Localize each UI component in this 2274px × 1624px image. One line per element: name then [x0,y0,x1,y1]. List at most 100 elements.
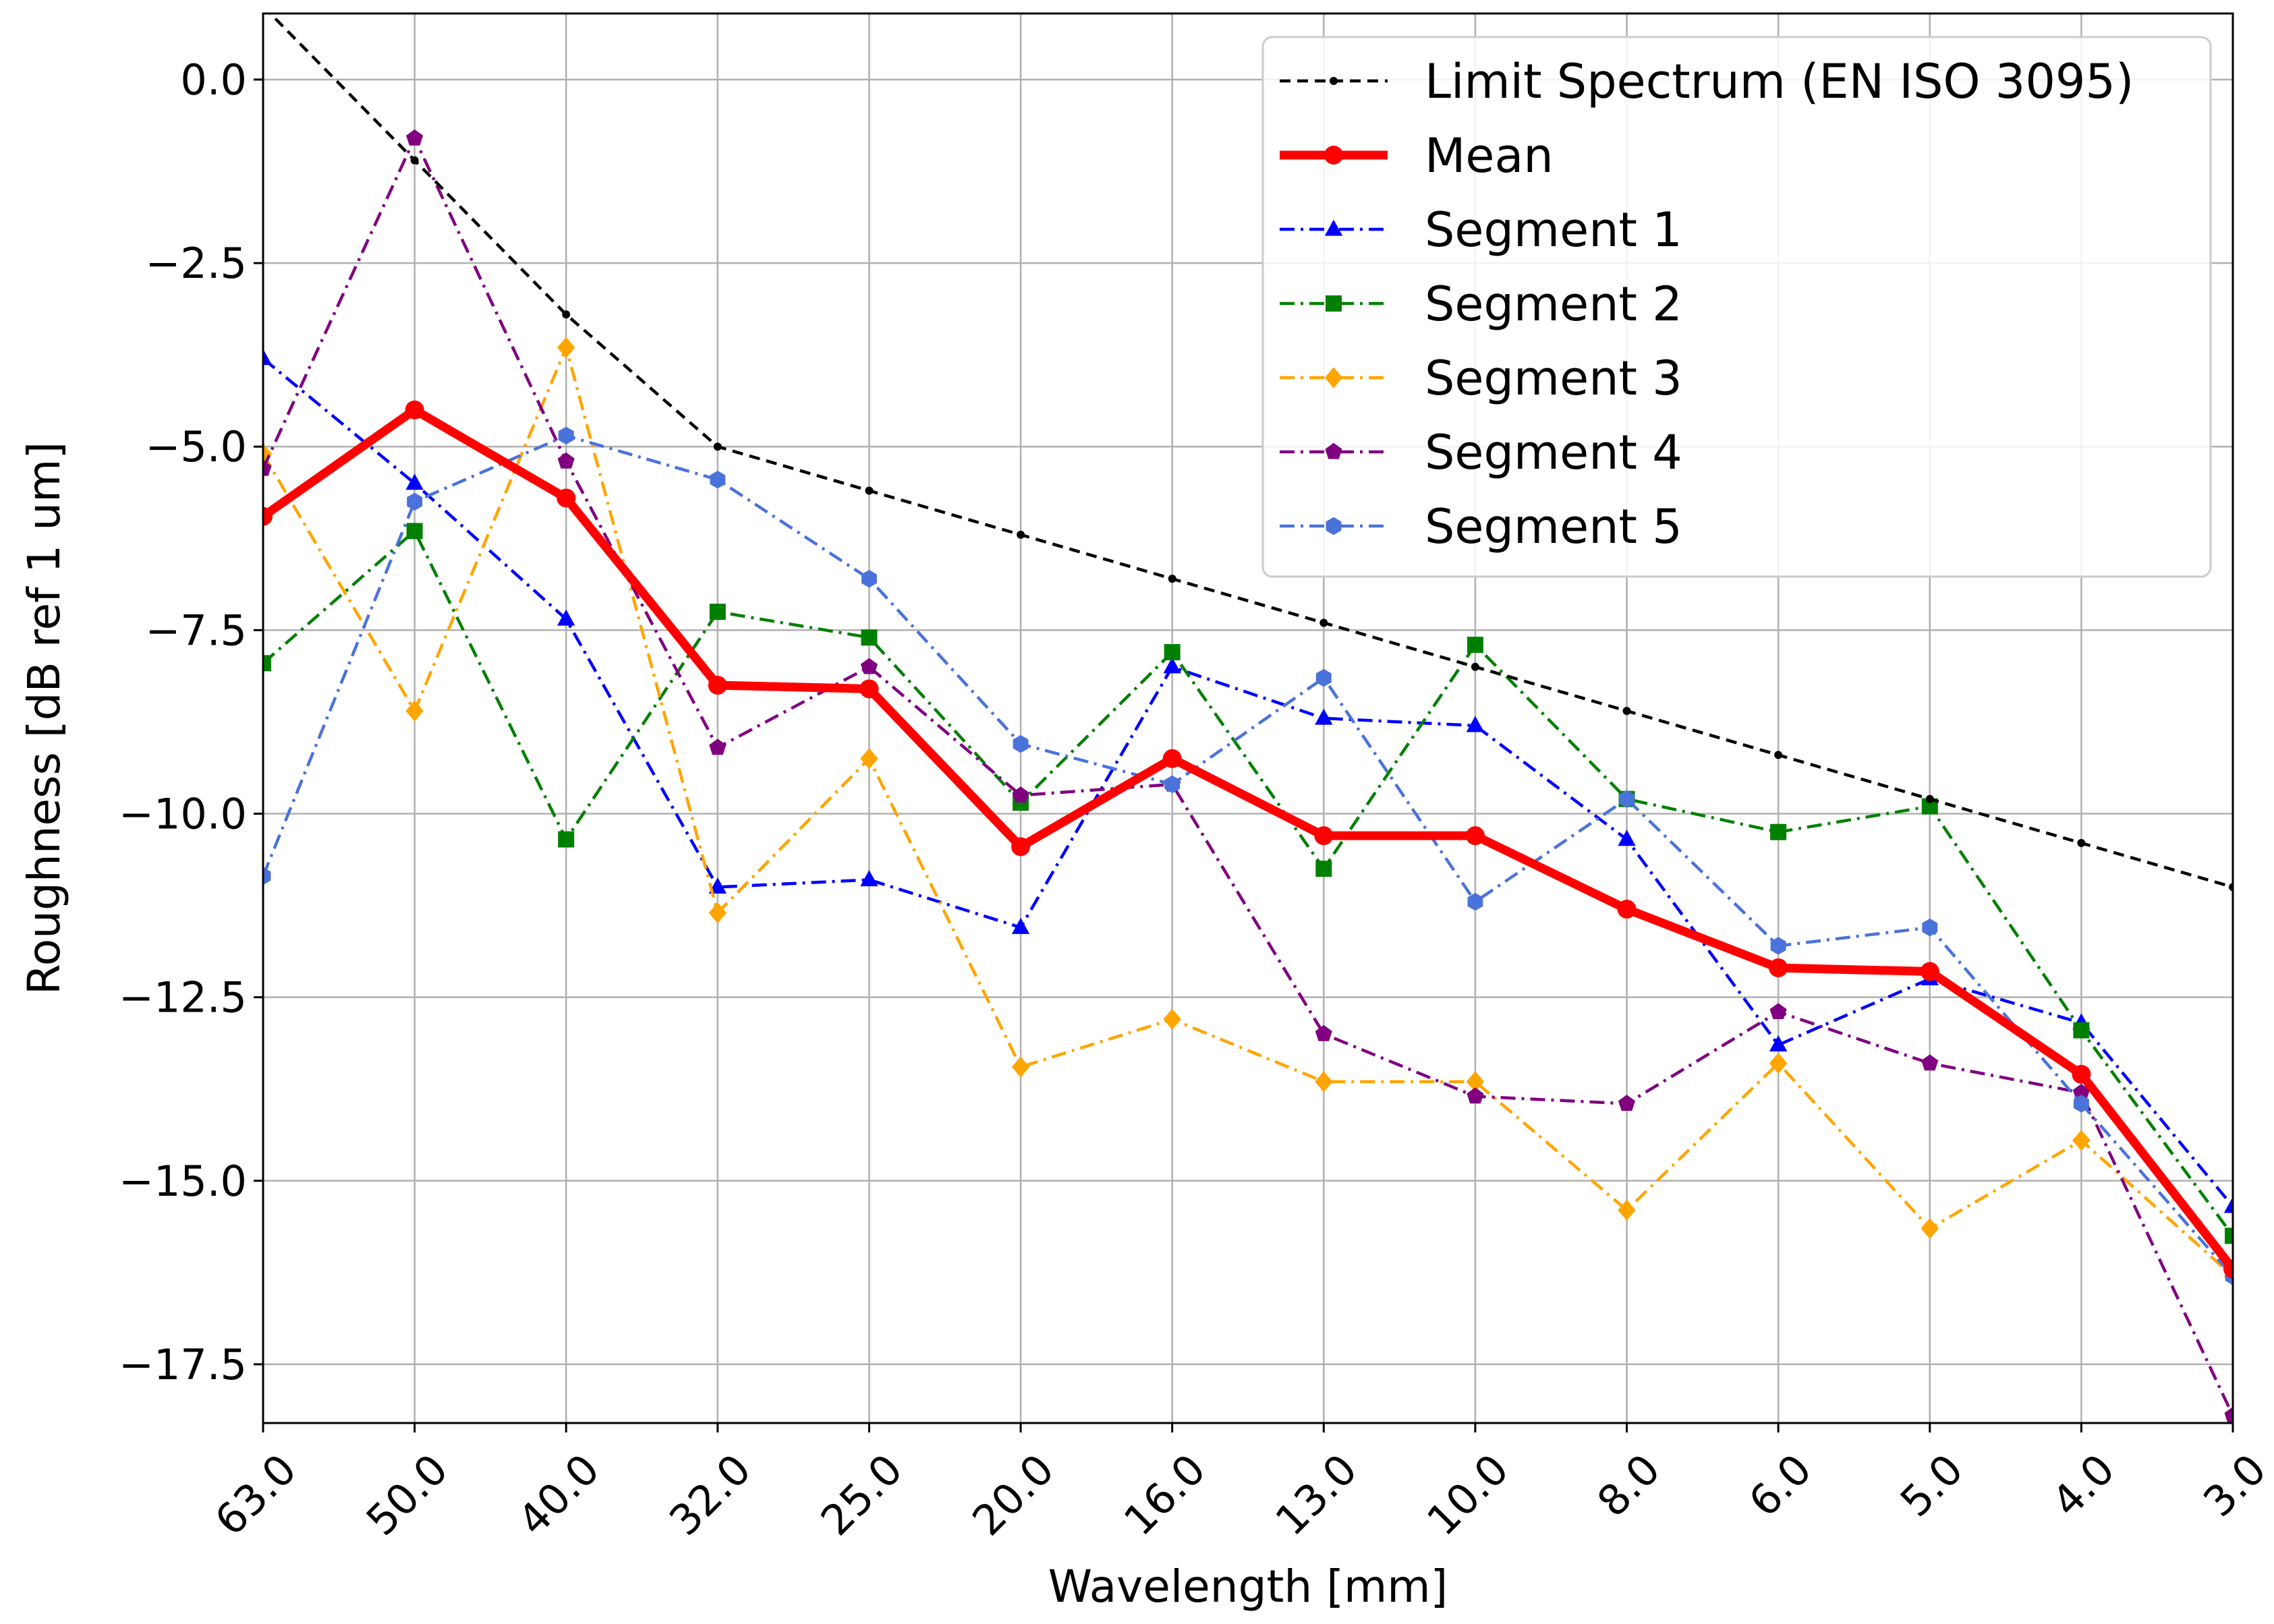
legend-label: Segment 3 [1425,351,1682,406]
data-point-marker [1465,826,1485,846]
data-point-marker [1011,917,1030,934]
data-point-marker [1618,1199,1636,1221]
data-point-marker [263,867,271,886]
series-line [263,357,2233,1208]
data-point-marker [859,679,879,699]
legend-label: Segment 5 [1425,499,1682,554]
data-point-marker [263,655,271,672]
y-tick-label: −10.0 [119,790,247,839]
data-point-marker [860,658,878,674]
series-layer [263,13,2233,1423]
data-point-marker [1315,1024,1332,1041]
data-point-marker [1319,618,1328,627]
data-point-marker [557,337,575,358]
data-point-marker [1164,775,1181,794]
data-point-marker [1770,937,1786,955]
plot-frame [262,12,2234,1424]
data-point-marker [708,676,727,695]
series-line [263,136,2233,1417]
data-point-marker [558,831,575,848]
data-point-marker [406,129,424,146]
y-tick-label: −17.5 [119,1340,247,1389]
data-point-marker [2224,1406,2233,1423]
y-tick-label: −2.5 [145,239,247,288]
data-point-marker [1618,830,1636,846]
legend-entry: Segment 2 [1280,277,1682,332]
series-line [263,405,2233,1272]
series-line [268,13,2233,889]
series-segment-1 [263,349,2233,1213]
data-point-marker [1769,1053,1788,1074]
data-point-marker [1471,662,1479,671]
data-point-marker [1163,657,1181,674]
data-point-marker [1164,644,1181,661]
data-point-marker [405,473,424,490]
y-tick-label: −7.5 [145,606,247,655]
data-point-marker [1467,1087,1484,1104]
data-point-marker [1467,637,1483,654]
data-point-marker [860,870,878,887]
legend-entry: Segment 3 [1280,351,1682,406]
data-point-marker [406,523,423,540]
data-point-marker [2077,839,2086,848]
data-point-marker [2223,1196,2233,1213]
data-point-marker [713,442,722,451]
legend-label: Limit Spectrum (EN ISO 3095) [1425,54,2134,109]
series-mean [263,400,2233,1279]
data-point-marker [1012,786,1029,803]
legend-entry: Segment 4 [1280,425,1682,480]
data-point-marker [1466,1071,1485,1093]
legend-entry: Mean [1280,128,1554,183]
data-point-marker [1925,794,1934,803]
data-point-marker [2073,1022,2090,1039]
y-tick-label: −12.5 [119,973,247,1022]
data-point-marker [1315,861,1332,877]
data-point-marker [2072,1130,2091,1151]
data-point-marker [1168,575,1176,583]
data-point-marker [1622,707,1631,716]
data-point-marker [562,310,571,319]
data-point-marker [1922,919,1938,937]
data-point-marker [865,486,874,495]
data-point-marker [710,471,726,489]
data-point-marker [1011,1056,1030,1078]
data-point-marker [557,488,576,508]
series-segment-2 [263,523,2233,1244]
data-point-marker [1324,146,1343,165]
data-point-marker [1315,668,1332,687]
series-line [263,529,2233,1237]
data-point-marker [1017,530,1025,539]
data-point-marker [861,629,878,646]
data-point-marker [709,738,727,755]
data-point-marker [709,604,726,620]
data-point-marker [263,506,273,526]
data-point-marker [1324,219,1343,236]
data-point-marker [1920,962,1939,981]
data-point-marker [1013,734,1029,753]
data-point-marker [1326,517,1342,535]
data-point-marker [2072,1064,2091,1084]
legend-label: Segment 2 [1425,277,1682,332]
data-point-marker [1011,837,1031,857]
legend-entry: Segment 5 [1280,499,1682,554]
legend-label: Segment 4 [1425,425,1682,480]
data-point-marker [1619,790,1635,808]
data-point-marker [1774,751,1783,759]
y-tick-label: 0.0 [180,55,247,105]
data-point-marker [1769,1003,1787,1020]
data-point-marker [410,156,419,165]
data-point-marker [1325,442,1342,459]
data-point-marker [1330,77,1338,85]
legend: Limit Spectrum (EN ISO 3095) Mean Segment … [1261,36,2212,578]
data-point-marker [2225,1227,2233,1244]
legend-label: Segment 1 [1425,202,1682,258]
data-point-marker [557,452,575,469]
data-point-marker [1162,749,1182,768]
data-point-marker [860,748,878,770]
y-tick-label: −15.0 [119,1157,247,1206]
data-point-marker [1467,892,1483,911]
series-line [263,434,2233,1277]
series-segment-4 [263,129,2233,1423]
data-point-marker [1315,708,1333,725]
